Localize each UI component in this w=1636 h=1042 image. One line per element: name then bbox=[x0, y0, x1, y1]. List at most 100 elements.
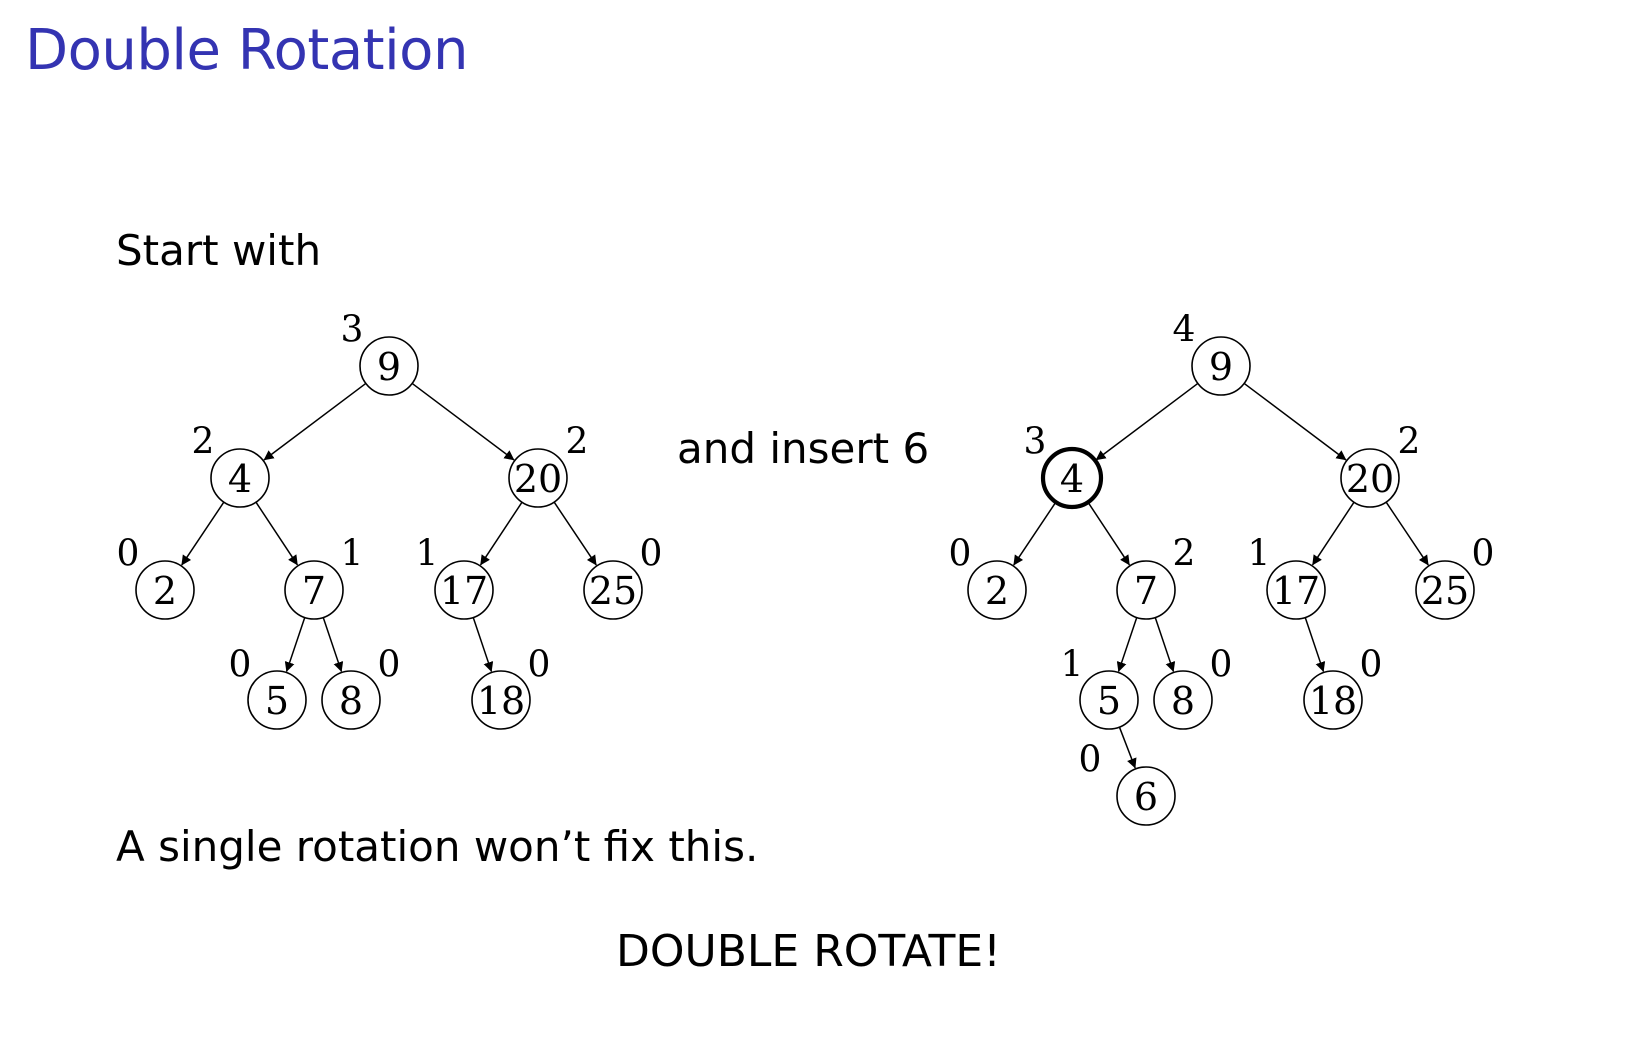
node-circle bbox=[1266, 560, 1326, 620]
height-label: 1 bbox=[416, 534, 439, 575]
edge-n4-n2 bbox=[1013, 501, 1057, 566]
height-label: 0 bbox=[229, 645, 252, 686]
height-label: 0 bbox=[640, 534, 663, 575]
node-value: 5 bbox=[1097, 679, 1121, 723]
edge-n20-n25 bbox=[553, 501, 597, 566]
node-value: 4 bbox=[1060, 457, 1084, 501]
tree-node-17: 17 bbox=[1266, 560, 1326, 620]
node-value: 8 bbox=[1171, 679, 1195, 723]
node-circle bbox=[210, 448, 270, 508]
height-label: 2 bbox=[192, 422, 215, 463]
edge-n20-n25 bbox=[1385, 501, 1429, 566]
height-label: 1 bbox=[1248, 534, 1271, 575]
tree-node-5: 5 bbox=[1079, 670, 1139, 730]
height-label: 4 bbox=[1173, 310, 1196, 351]
node-value: 7 bbox=[1134, 569, 1158, 613]
height-label: 3 bbox=[1024, 422, 1047, 463]
tree-node-7: 7 bbox=[284, 560, 344, 620]
node-value: 17 bbox=[1272, 569, 1320, 613]
node-circle bbox=[1303, 670, 1363, 730]
node-value: 4 bbox=[228, 457, 252, 501]
edge-n9-n4 bbox=[263, 382, 367, 461]
node-circle bbox=[434, 560, 494, 620]
height-label: 0 bbox=[1079, 740, 1102, 781]
tree-node-17: 17 bbox=[434, 560, 494, 620]
height-label: 1 bbox=[1061, 645, 1084, 686]
edge-n17-n18 bbox=[472, 617, 494, 673]
edge-n9-n4 bbox=[1095, 382, 1199, 461]
node-circle bbox=[247, 670, 307, 730]
tree-node-6: 6 bbox=[1116, 766, 1176, 826]
tree-node-25: 25 bbox=[1415, 560, 1475, 620]
height-label: 1 bbox=[341, 534, 364, 575]
node-circle bbox=[1116, 766, 1176, 826]
height-label: 0 bbox=[1360, 645, 1383, 686]
tree-node-18: 18 bbox=[1303, 670, 1363, 730]
node-circle bbox=[1040, 446, 1104, 510]
node-value: 20 bbox=[514, 457, 562, 501]
node-circle bbox=[1415, 560, 1475, 620]
tree-node-20: 20 bbox=[508, 448, 568, 508]
height-label: 0 bbox=[528, 645, 551, 686]
node-circle bbox=[1153, 670, 1213, 730]
node-circle bbox=[1116, 560, 1176, 620]
node-value: 2 bbox=[985, 569, 1009, 613]
tree-node-2: 2 bbox=[135, 560, 195, 620]
edge-n7-n5 bbox=[284, 617, 306, 673]
edge-n20-n17 bbox=[479, 501, 523, 566]
tree-node-9: 9 bbox=[359, 336, 419, 396]
slide-title: Double Rotation bbox=[25, 18, 468, 83]
tree-node-9: 9 bbox=[1191, 336, 1251, 396]
and-insert-text: and insert 6 bbox=[677, 424, 930, 473]
tree-node-8: 8 bbox=[321, 670, 381, 730]
tree-node-8: 8 bbox=[1153, 670, 1213, 730]
edge-n20-n17 bbox=[1311, 501, 1355, 566]
node-circle bbox=[1191, 336, 1251, 396]
height-label: 3 bbox=[341, 310, 364, 351]
height-label: 2 bbox=[566, 422, 589, 463]
edge-n4-n7 bbox=[255, 501, 299, 566]
edge-n4-n7 bbox=[1087, 501, 1131, 566]
node-value: 18 bbox=[477, 679, 525, 723]
node-circle bbox=[508, 448, 568, 508]
single-rotation-text: A single rotation won’t fix this. bbox=[116, 822, 759, 871]
node-value: 9 bbox=[377, 345, 401, 389]
node-circle bbox=[583, 560, 643, 620]
tree-node-7: 7 bbox=[1116, 560, 1176, 620]
node-circle bbox=[967, 560, 1027, 620]
tree-node-18: 18 bbox=[471, 670, 531, 730]
tree-node-5: 5 bbox=[247, 670, 307, 730]
node-circle bbox=[359, 336, 419, 396]
node-circle bbox=[1079, 670, 1139, 730]
node-value: 9 bbox=[1209, 345, 1233, 389]
edge-n5-n6 bbox=[1118, 726, 1137, 769]
node-value: 5 bbox=[265, 679, 289, 723]
node-circle bbox=[471, 670, 531, 730]
height-label: 0 bbox=[949, 534, 972, 575]
node-value: 25 bbox=[589, 569, 637, 613]
height-label: 2 bbox=[1173, 534, 1196, 575]
node-value: 6 bbox=[1134, 775, 1158, 819]
tree-node-20: 20 bbox=[1340, 448, 1400, 508]
node-value: 18 bbox=[1309, 679, 1357, 723]
edge-n9-n20 bbox=[1243, 382, 1347, 461]
height-label: 0 bbox=[1210, 645, 1233, 686]
node-circle bbox=[135, 560, 195, 620]
node-value: 2 bbox=[153, 569, 177, 613]
height-label: 0 bbox=[378, 645, 401, 686]
node-value: 17 bbox=[440, 569, 488, 613]
double-rotate-text: DOUBLE ROTATE! bbox=[616, 926, 1001, 977]
height-label: 0 bbox=[1472, 534, 1495, 575]
node-value: 7 bbox=[302, 569, 326, 613]
edge-n4-n2 bbox=[181, 501, 225, 566]
node-value: 8 bbox=[339, 679, 363, 723]
node-circle bbox=[284, 560, 344, 620]
tree-node-4: 4 bbox=[210, 448, 270, 508]
tree-node-25: 25 bbox=[583, 560, 643, 620]
edge-n7-n8 bbox=[322, 617, 344, 673]
node-circle bbox=[1340, 448, 1400, 508]
node-circle bbox=[321, 670, 381, 730]
